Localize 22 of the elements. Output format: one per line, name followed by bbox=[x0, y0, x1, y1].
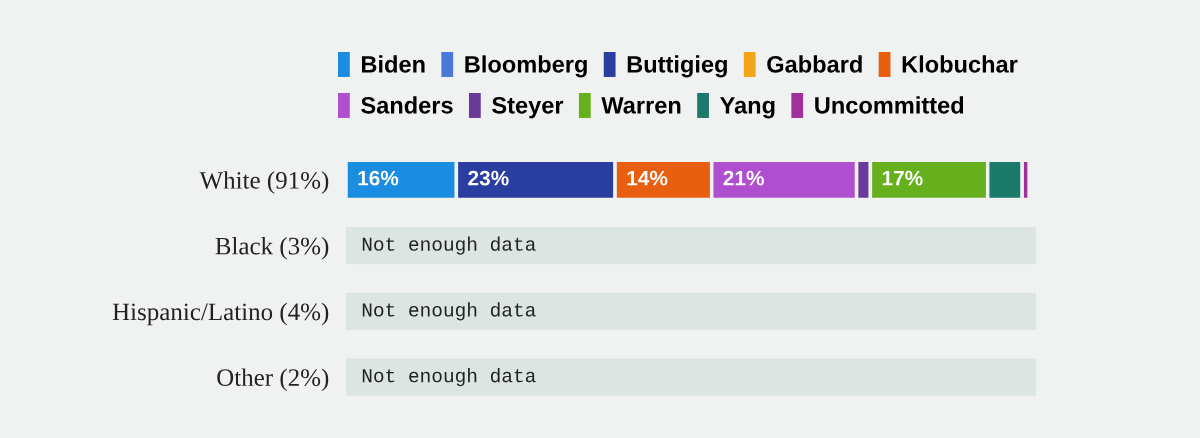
legend-label: Klobuchar bbox=[902, 55, 1018, 73]
band-label: Not enough data bbox=[362, 368, 536, 387]
band-label: Not enough data bbox=[362, 302, 536, 321]
data-label: 14% bbox=[627, 170, 668, 186]
y-tick-label: White (91%) bbox=[199, 171, 329, 194]
legend-label: Biden bbox=[362, 55, 425, 73]
band-label: Not enough data bbox=[362, 236, 536, 255]
data-label: 23% bbox=[468, 170, 509, 186]
y-tick-label: Black (3%) bbox=[215, 236, 329, 260]
legend-label: Steyer bbox=[492, 96, 564, 119]
data-label: 16% bbox=[358, 170, 399, 186]
legend-label: Uncommitted bbox=[815, 96, 964, 114]
data-label: 17% bbox=[882, 170, 923, 186]
legend-label: Buttigieg bbox=[627, 55, 727, 78]
y-tick-label: Other (2%) bbox=[217, 368, 329, 392]
legend-label: Sanders bbox=[361, 96, 453, 114]
legend-label: Yang bbox=[719, 97, 775, 119]
legend-label: Bloomberg bbox=[465, 55, 587, 78]
y-tick-label: Hispanic/Latino (4%) bbox=[112, 302, 329, 326]
legend-label: Warren bbox=[601, 97, 681, 114]
legend-label: Gabbard bbox=[767, 55, 862, 73]
data-label: 21% bbox=[723, 170, 764, 186]
